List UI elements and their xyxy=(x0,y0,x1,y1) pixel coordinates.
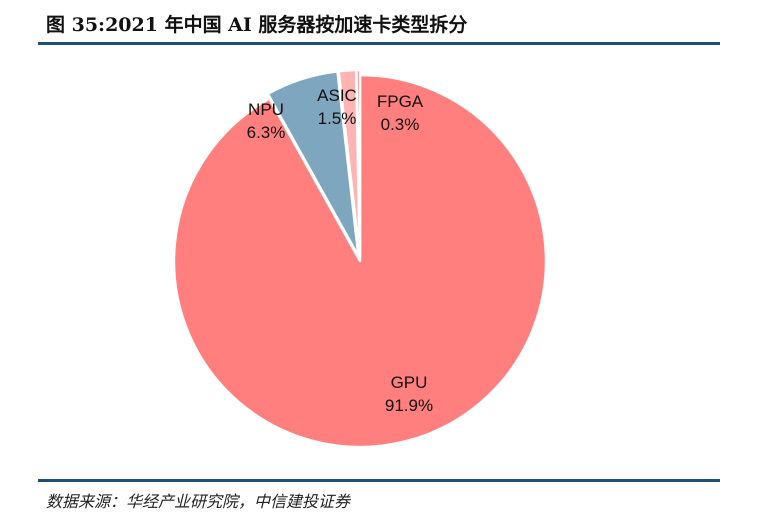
slice-label-asic-value: 1.5% xyxy=(318,109,357,128)
slice-label-asic-name: ASIC xyxy=(317,86,357,105)
slice-label-fpga-value: 0.3% xyxy=(381,115,420,134)
pie-slice-gpu xyxy=(172,73,548,449)
title-divider xyxy=(38,42,720,45)
source-note: 数据来源：华经产业研究院，中信建投证券 xyxy=(46,492,351,511)
slice-label-npu-name: NPU xyxy=(248,100,284,119)
pie-slices xyxy=(172,68,548,449)
slice-label-npu-value: 6.3% xyxy=(247,123,286,142)
slice-label-gpu-name: GPU xyxy=(391,373,428,392)
pie-labels: GPU 91.9% NPU 6.3% ASIC 1.5% FPGA 0.3% xyxy=(247,86,433,415)
slice-label-gpu-value: 91.9% xyxy=(385,396,433,415)
footer-divider xyxy=(38,479,720,482)
pie-slice-npu xyxy=(266,70,360,258)
slice-label-fpga-name: FPGA xyxy=(377,92,424,111)
page-title: 图 35:2021 年中国 AI 服务器按加速卡类型拆分 xyxy=(46,14,468,36)
pie-slice-fpga xyxy=(355,68,362,258)
